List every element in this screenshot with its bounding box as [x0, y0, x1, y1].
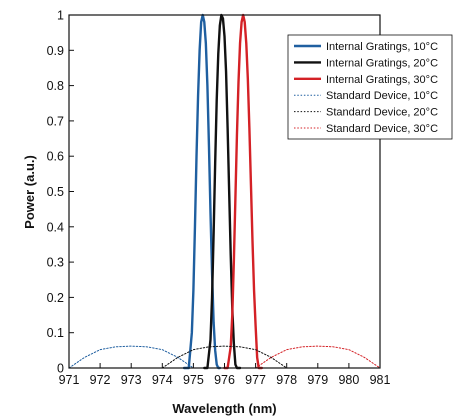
series-line-1 [182, 13, 222, 370]
y-tick-label: 0.5 [47, 185, 64, 199]
y-tick-label: 0.3 [47, 256, 64, 270]
series-line-5 [161, 345, 288, 369]
y-tick-label: 0.4 [47, 220, 64, 234]
legend-label-3: Internal Gratings, 30°C [326, 74, 438, 86]
y-tick-label: 0.9 [47, 44, 64, 58]
x-tick-label: 974 [152, 373, 173, 387]
legend-label-2: Internal Gratings, 20°C [326, 57, 438, 69]
x-tick-label: 972 [90, 373, 111, 387]
series-line-3 [223, 13, 264, 370]
x-tick-label: 979 [307, 373, 328, 387]
y-tick-label: 0.6 [47, 150, 64, 164]
legend-label-6: Standard Device, 30°C [326, 123, 438, 135]
x-axis: 971 972 973 974 975 976 977 978 979 980 981 [59, 363, 391, 387]
y-tick-label: 1 [57, 9, 64, 23]
x-tick-label: 975 [183, 373, 204, 387]
y-axis-title: Power (a.u.) [22, 155, 37, 229]
x-tick-label: 977 [245, 373, 266, 387]
series-line-4 [68, 345, 194, 369]
legend: Internal Gratings, 10°C Internal Gratings… [287, 34, 453, 140]
y-axis: 0 0.1 0.2 0.3 0.4 0.5 0.6 0.7 0.8 0.9 1 [47, 9, 74, 376]
x-tick-label: 981 [370, 373, 391, 387]
y-tick-label: 0.2 [47, 291, 64, 305]
x-tick-label: 980 [338, 373, 359, 387]
y-tick-label: 0.8 [47, 79, 64, 93]
y-tick-label: 0.1 [47, 326, 64, 340]
series-line-6 [255, 345, 381, 369]
x-tick-label: 978 [276, 373, 297, 387]
series-curves [68, 13, 381, 370]
legend-box [287, 34, 453, 140]
x-axis-title: Wavelength (nm) [172, 401, 276, 416]
x-tick-label: 976 [214, 373, 235, 387]
legend-label-5: Standard Device, 20°C [326, 107, 438, 119]
y-tick-label: 0.7 [47, 114, 64, 128]
x-tick-label: 971 [59, 373, 80, 387]
series-line-2 [203, 13, 242, 370]
legend-label-4: Standard Device, 10°C [326, 90, 438, 102]
x-tick-label: 973 [121, 373, 142, 387]
y-tick-label: 0 [57, 362, 64, 376]
legend-label-1: Internal Gratings, 10°C [326, 41, 438, 53]
